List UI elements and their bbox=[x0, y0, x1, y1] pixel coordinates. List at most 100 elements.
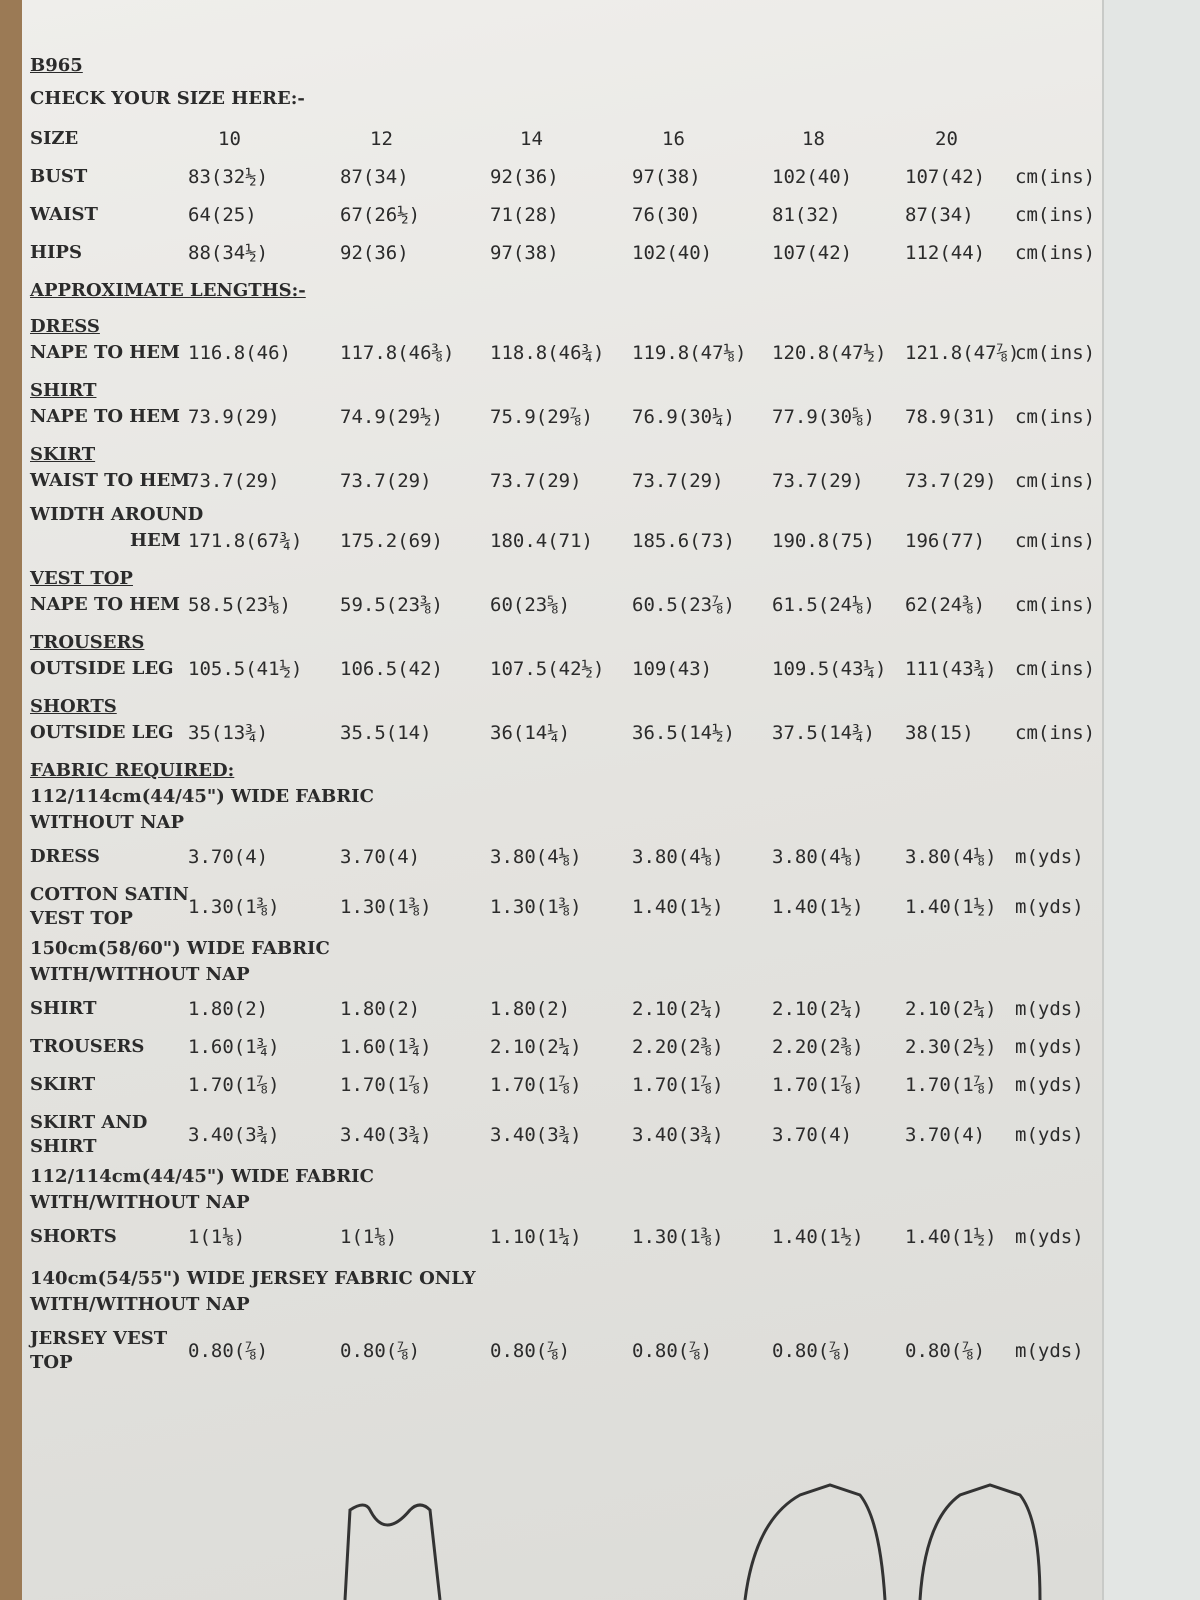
length-value: 59.5(23⅜) bbox=[340, 594, 443, 616]
fabric-amount: 3.80(4⅛) bbox=[772, 846, 864, 868]
section-title: WITHOUT NAP bbox=[30, 812, 185, 833]
fabric-amount: 2.10(2¼) bbox=[490, 1036, 582, 1058]
pattern-sheet bbox=[22, 0, 1102, 1600]
garment-sketches bbox=[343, 1483, 1042, 1600]
unit: m(yds) bbox=[1015, 896, 1084, 918]
fabric-amount: 1(1⅛) bbox=[340, 1226, 398, 1248]
row-label: VEST TOP bbox=[30, 908, 133, 929]
length-value: 62(24⅜) bbox=[905, 594, 986, 616]
fabric-amount: 1.40(1½) bbox=[772, 896, 864, 918]
row-label: JERSEY VEST bbox=[30, 1328, 168, 1349]
measurement: 64(25) bbox=[188, 204, 257, 226]
vest-sketch bbox=[343, 1503, 442, 1600]
length-value: 61.5(24⅛) bbox=[772, 594, 875, 616]
fabric-amount: 1.30(1⅜) bbox=[632, 1226, 724, 1248]
unit: m(yds) bbox=[1015, 846, 1084, 868]
fabric-amount: 3.40(3¾) bbox=[188, 1124, 280, 1146]
length-value: 190.8(75) bbox=[772, 530, 875, 552]
size-heading: CHECK YOUR SIZE HERE:- bbox=[30, 88, 305, 109]
measurement: 88(34½) bbox=[188, 242, 269, 264]
length-value: 196(77) bbox=[905, 530, 986, 552]
measurement: 87(34) bbox=[340, 166, 409, 188]
fabric-amount: 0.80(⅞) bbox=[490, 1340, 571, 1362]
group-name: SHIRT bbox=[30, 380, 97, 401]
length-value: 111(43¾) bbox=[905, 658, 997, 680]
measurement: 102(40) bbox=[772, 166, 853, 188]
fabric-amount: 2.10(2¼) bbox=[632, 998, 724, 1020]
fabric-amount: 3.40(3¾) bbox=[340, 1124, 432, 1146]
unit: m(yds) bbox=[1015, 1226, 1084, 1248]
measurement: 81(32) bbox=[772, 204, 841, 226]
fabric-amount: 1.30(1⅜) bbox=[188, 896, 280, 918]
unit: cm(ins) bbox=[1015, 658, 1096, 680]
fabric-amount: 3.80(4⅛) bbox=[490, 846, 582, 868]
section-title: WITH/WITHOUT NAP bbox=[30, 964, 250, 985]
fabric-amount: 1.70(1⅞) bbox=[490, 1074, 582, 1096]
measurement: 83(32½) bbox=[188, 166, 269, 188]
fabric-amount: 3.40(3¾) bbox=[632, 1124, 724, 1146]
fabric-amount: 3.80(4⅛) bbox=[905, 846, 997, 868]
fabric-amount: 2.10(2¼) bbox=[772, 998, 864, 1020]
fabric-amount: 1.40(1½) bbox=[632, 896, 724, 918]
length-value: 73.7(29) bbox=[340, 470, 432, 492]
length-value: 105.5(41½) bbox=[188, 658, 303, 680]
row-label: SKIRT bbox=[30, 1074, 96, 1095]
fabric-amount: 0.80(⅞) bbox=[632, 1340, 713, 1362]
unit: cm(ins) bbox=[1015, 166, 1096, 188]
row-label: COTTON SATIN bbox=[30, 884, 189, 905]
fabric-amount: 1.30(1⅜) bbox=[340, 896, 432, 918]
fabric-amount: 0.80(⅞) bbox=[905, 1340, 986, 1362]
row-label: NAPE TO HEM bbox=[30, 342, 180, 363]
row-label: SHIRT bbox=[30, 1136, 97, 1157]
size-number: 16 bbox=[662, 128, 685, 150]
length-value: 75.9(29⅞) bbox=[490, 406, 593, 428]
length-value: 78.9(31) bbox=[905, 406, 997, 428]
length-value: 60.5(23⅞) bbox=[632, 594, 735, 616]
length-value: 35.5(14) bbox=[340, 722, 432, 744]
fabric-amount: 1.70(1⅞) bbox=[188, 1074, 280, 1096]
length-value: 116.8(46) bbox=[188, 342, 291, 364]
row-label: NAPE TO HEM bbox=[30, 406, 180, 427]
length-value: 37.5(14¾) bbox=[772, 722, 875, 744]
section-title: 112/114cm(44/45") WIDE FABRIC bbox=[30, 786, 374, 807]
unit: m(yds) bbox=[1015, 998, 1084, 1020]
shirt-sketch bbox=[918, 1483, 1042, 1600]
unit: m(yds) bbox=[1015, 1124, 1084, 1146]
fabric-amount: 2.30(2½) bbox=[905, 1036, 997, 1058]
pattern-code: B965 bbox=[30, 55, 83, 76]
length-value: 73.9(29) bbox=[188, 406, 280, 428]
row-label: TROUSERS bbox=[30, 1036, 145, 1057]
row-label: SHIRT bbox=[30, 998, 97, 1019]
length-value: 119.8(47⅛) bbox=[632, 342, 747, 364]
fabric-amount: 1.60(1¾) bbox=[188, 1036, 280, 1058]
length-value: 109.5(43¼) bbox=[772, 658, 887, 680]
measurement: 112(44) bbox=[905, 242, 986, 264]
row-label: HEM bbox=[130, 530, 181, 551]
unit: cm(ins) bbox=[1015, 204, 1096, 226]
size-number: 12 bbox=[370, 128, 393, 150]
length-value: 77.9(30⅝) bbox=[772, 406, 875, 428]
section-title: 140cm(54/55") WIDE JERSEY FABRIC ONLY bbox=[30, 1268, 476, 1289]
length-value: 38(15) bbox=[905, 722, 974, 744]
measurement: 67(26½) bbox=[340, 204, 421, 226]
group-name: TROUSERS bbox=[30, 632, 145, 653]
length-value: 107.5(42½) bbox=[490, 658, 605, 680]
fabric-amount: 2.20(2⅜) bbox=[772, 1036, 864, 1058]
section-title: WITH/WITHOUT NAP bbox=[30, 1294, 250, 1315]
length-value: 120.8(47½) bbox=[772, 342, 887, 364]
row-label: WAIST bbox=[30, 204, 98, 225]
length-value: 73.7(29) bbox=[632, 470, 724, 492]
measurement: 102(40) bbox=[632, 242, 713, 264]
fabric-amount: 0.80(⅞) bbox=[340, 1340, 421, 1362]
measurement: 107(42) bbox=[905, 166, 986, 188]
length-value: 76.9(30¼) bbox=[632, 406, 735, 428]
fabric-amount: 1.70(1⅞) bbox=[772, 1074, 864, 1096]
unit: cm(ins) bbox=[1015, 470, 1096, 492]
fabric-amount: 1.70(1⅞) bbox=[632, 1074, 724, 1096]
unit: cm(ins) bbox=[1015, 406, 1096, 428]
measurement: 76(30) bbox=[632, 204, 701, 226]
shirt-sketch bbox=[743, 1483, 887, 1600]
length-value: 121.8(47⅞) bbox=[905, 342, 1020, 364]
measurement: 97(38) bbox=[490, 242, 559, 264]
